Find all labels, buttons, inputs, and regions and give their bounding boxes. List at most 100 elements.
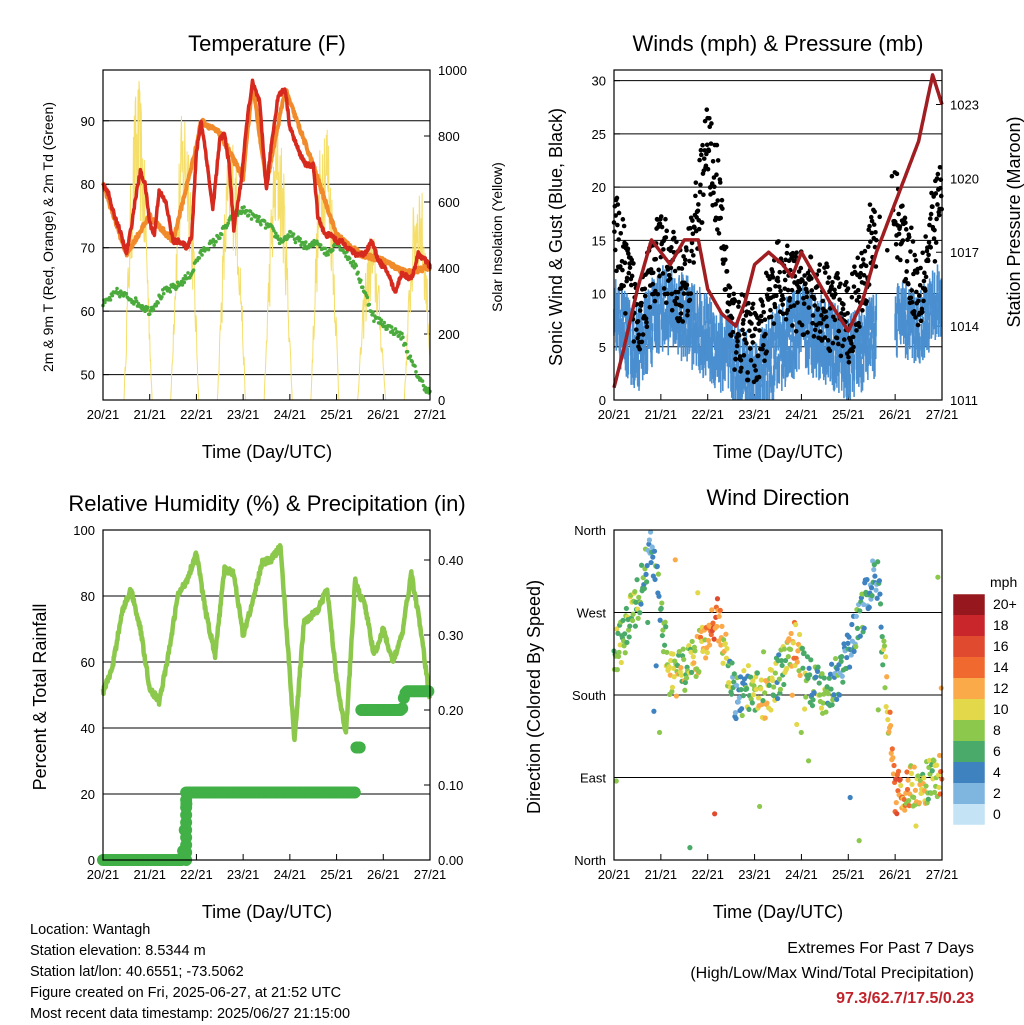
gust-point [823,309,829,314]
gust-point [730,329,736,335]
gust-point [768,314,774,320]
direction-point [750,678,756,684]
gust-point [704,151,709,157]
gust-point [724,268,730,274]
direction-point [724,646,730,652]
dewpoint-point [351,259,356,264]
direction-point [874,595,880,601]
winds-xtick-label: 22/21 [691,407,724,422]
direction-point [815,664,821,670]
direction-point [680,646,686,652]
direction-point [703,655,709,661]
temperature-xtick-label: 27/21 [414,407,447,422]
gust-point [929,190,934,196]
dewpoint-point [281,238,286,243]
gust-point [625,246,631,252]
direction-point [645,619,651,626]
gust-point [621,223,627,229]
gust-point [852,264,857,269]
winds-xtick-label: 24/21 [785,407,818,422]
humidity-y2tick-label: 0.40 [438,553,463,568]
gust-point [750,301,756,307]
gust-point [825,280,831,286]
direction-point [801,650,807,656]
direction-point [760,649,767,655]
direction-point [889,746,895,752]
direction-point [913,823,919,829]
gust-point [849,341,854,346]
gust-point [856,294,862,300]
gust-point [776,239,781,244]
gust-point [897,224,903,229]
direction-point [722,641,728,647]
dewpoint-point [395,330,400,334]
gust-point [621,283,626,289]
dewpoint-point [420,379,425,383]
direction-point [758,686,764,692]
gust-point [674,239,679,245]
direction-point [726,679,732,686]
gust-point [708,141,714,146]
direction-point [769,677,776,684]
direction-point [936,752,943,759]
gust-point [917,293,922,298]
gust-point [782,277,788,283]
colorbar-label: 2 [993,785,1001,801]
temperature-ytick-label: 90 [81,114,95,129]
direction-point [781,646,787,652]
direction-point [669,684,676,690]
gust-point [626,270,632,276]
direction-point [682,687,688,693]
direction-point [709,607,715,613]
gust-point [873,229,878,235]
colorbar-swatch [953,741,985,762]
gust-point [819,338,825,343]
dewpoint-point [156,301,160,305]
dewpoint-point [291,232,296,236]
gust-point [913,258,919,263]
gust-point [672,235,677,241]
direction-point [904,786,911,793]
gust-point [903,220,908,226]
gust-point [715,158,721,163]
winds-ytick-label: 10 [592,287,606,302]
direction-point [857,633,863,639]
gust-point [777,269,783,275]
direction-point [648,559,654,566]
direction-point [911,764,917,770]
direction-point [755,695,762,701]
dewpoint-point [331,248,335,252]
direction-point [779,662,785,669]
direction-point [711,636,717,642]
gust-point [903,227,909,232]
direction-point [845,640,851,646]
gust-point [922,270,927,276]
dewpoint-point [354,263,358,268]
gust-point [643,316,649,321]
gust-point [627,265,633,270]
dewpoint-point [191,268,196,273]
gust-point [925,258,931,264]
gust-point [748,358,754,363]
winds-y2tick-label: 1017 [950,245,979,260]
direction-ytick-label: West [577,606,607,621]
direction-point [689,638,695,645]
direction-point [626,634,632,640]
direction-point [902,807,908,813]
gust-point [623,311,628,316]
gust-point [867,223,872,229]
temperature-ytick-label: 60 [81,304,95,319]
direction-point [740,693,746,699]
colorbar-swatch [953,678,985,699]
gust-point [761,309,767,315]
gust-point [684,247,689,253]
dewpoint-point [103,300,107,305]
temperature-xtick-label: 22/21 [180,407,213,422]
colorbar-label: 14 [993,659,1009,675]
direction-point [716,613,722,620]
gust-point [666,272,672,278]
gust-point [691,260,697,265]
direction-point [879,634,885,640]
gust-point [714,172,719,177]
gust-point [909,225,914,231]
